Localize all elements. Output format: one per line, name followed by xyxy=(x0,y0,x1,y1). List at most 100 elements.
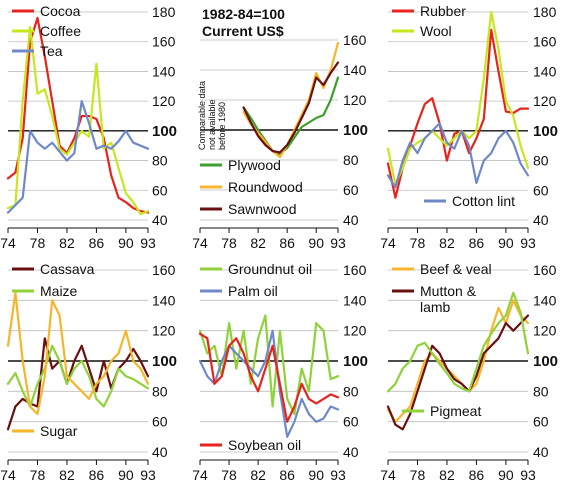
x-tick-label: 86 xyxy=(469,235,485,251)
y-tick-label: 40 xyxy=(343,444,359,460)
legend-label: Groundnut oil xyxy=(228,261,312,277)
y-tick-label: 120 xyxy=(152,93,176,109)
y-tick-label: 80 xyxy=(152,383,168,399)
series-line-maize xyxy=(6,344,150,408)
legend-label: Rubber xyxy=(420,3,466,19)
y-tick-label: 100 xyxy=(343,122,368,139)
y-tick-label: 180 xyxy=(152,4,176,20)
y-tick-label: 60 xyxy=(533,414,549,430)
y-tick-label: 80 xyxy=(343,383,359,399)
legend-label: Sawnwood xyxy=(228,201,297,217)
x-tick-label: 93 xyxy=(330,467,346,483)
base-period-label: 1982-84=100 xyxy=(202,6,285,22)
x-tick-label: 93 xyxy=(520,235,536,251)
note-line-1: Comparable data xyxy=(197,81,207,150)
y-tick-label: 120 xyxy=(533,323,557,339)
panel-meats: 40 60 80 100 120 140 160 74 78 82 86 90 93 Beef & vea… xyxy=(380,261,558,483)
note-line-2: not available xyxy=(207,99,217,150)
x-tick-label: 78 xyxy=(410,235,426,251)
x-tick-label: 93 xyxy=(140,235,156,251)
legend-label: Cocoa xyxy=(40,3,81,19)
y-tick-label: 100 xyxy=(152,353,177,370)
series-line-cotton-lint xyxy=(386,122,530,189)
y-tick-label: 80 xyxy=(533,153,549,169)
legend-label: Mutton & lamb xyxy=(420,283,477,315)
series-line-rubber xyxy=(386,28,530,199)
legend-label-line: Mutton & xyxy=(420,283,477,299)
y-tick-label: 160 xyxy=(152,262,176,278)
y-tick-label: 60 xyxy=(152,414,168,430)
x-tick-label: 78 xyxy=(30,235,46,251)
series-line-sugar xyxy=(6,291,150,416)
x-tick-label: 82 xyxy=(59,467,75,483)
legend-label: Cotton lint xyxy=(452,193,515,209)
x-tick-label: 82 xyxy=(439,467,455,483)
x-tick-label: 78 xyxy=(410,467,426,483)
y-tick-label: 40 xyxy=(152,444,168,460)
legend-label: Pigmeat xyxy=(430,403,481,419)
series-line-beef-veal xyxy=(386,299,530,423)
x-tick-label: 74 xyxy=(0,467,16,483)
series-line-tea xyxy=(6,99,150,214)
legend-label: Palm oil xyxy=(228,283,278,299)
y-tick-label: 140 xyxy=(533,292,557,308)
y-tick-label: 160 xyxy=(343,262,367,278)
series-line-soybean-oil xyxy=(198,332,340,423)
y-tick-label: 160 xyxy=(533,34,557,50)
panel-timber: 40 60 80 100 120 140 160 74 78 82 86 90 93 Plywood Rou… xyxy=(192,32,368,251)
x-tick-label: 86 xyxy=(279,235,295,251)
x-tick-label: 90 xyxy=(118,467,134,483)
y-tick-label: 40 xyxy=(152,212,168,228)
legend-label: Maize xyxy=(40,283,78,299)
units-label: Current US$ xyxy=(202,23,284,39)
y-tick-label: 40 xyxy=(343,212,359,228)
x-tick-label: 93 xyxy=(520,467,536,483)
series-line-plywood xyxy=(242,76,340,156)
legend-label: Sugar xyxy=(40,423,78,439)
y-tick-label: 160 xyxy=(533,262,557,278)
y-tick-label: 40 xyxy=(533,212,549,228)
x-tick-label: 74 xyxy=(380,235,396,251)
y-tick-label: 80 xyxy=(343,152,359,168)
x-tick-label: 78 xyxy=(221,467,237,483)
x-tick-label: 74 xyxy=(0,235,16,251)
y-tick-label: 100 xyxy=(343,353,368,370)
x-tick-label: 78 xyxy=(30,467,46,483)
x-tick-label: 82 xyxy=(250,467,266,483)
y-tick-label: 140 xyxy=(533,63,557,79)
y-tick-label: 160 xyxy=(152,34,176,50)
x-tick-label: 82 xyxy=(250,235,266,251)
series-line-cassava xyxy=(6,337,150,431)
y-tick-label: 120 xyxy=(533,93,557,109)
x-tick-label: 78 xyxy=(221,235,237,251)
y-tick-label: 180 xyxy=(533,4,557,20)
y-tick-label: 60 xyxy=(343,182,359,198)
x-tick-label: 82 xyxy=(439,235,455,251)
legend-label: Roundwood xyxy=(228,179,303,195)
series-line-wool xyxy=(386,10,530,186)
y-tick-label: 80 xyxy=(533,383,549,399)
panel-fibres: 40 60 80 100 120 140 160 180 74 78 82 86 90 93 Rubber W… xyxy=(380,3,558,251)
x-tick-label: 82 xyxy=(59,235,75,251)
y-tick-label: 140 xyxy=(343,62,367,78)
x-tick-label: 90 xyxy=(498,235,514,251)
x-tick-label: 90 xyxy=(308,467,324,483)
x-tick-label: 86 xyxy=(89,467,105,483)
legend-label: Coffee xyxy=(40,23,81,39)
panel-foods: 40 60 80 100 120 140 160 74 78 82 86 90 93 Cassava Mai… xyxy=(0,261,177,483)
y-tick-label: 120 xyxy=(152,323,176,339)
x-tick-label: 93 xyxy=(330,235,346,251)
y-tick-label: 120 xyxy=(343,92,367,108)
x-tick-label: 86 xyxy=(279,467,295,483)
panel-oils: 40 60 80 100 120 140 160 74 78 82 86 90 93 Groundnut … xyxy=(192,261,368,483)
legend-label: Soybean oil xyxy=(228,437,301,453)
y-tick-label: 100 xyxy=(533,353,558,370)
x-tick-label: 93 xyxy=(140,467,156,483)
y-tick-label: 80 xyxy=(152,153,168,169)
panel-beverages: 40 60 80 100 120 140 160 180 74 78 82 86 90 93 Cocoa Co… xyxy=(0,3,177,251)
note-line-3: before 1980 xyxy=(217,102,227,150)
series-line-palm-oil xyxy=(198,329,340,438)
legend-label: Tea xyxy=(40,43,63,59)
y-tick-label: 140 xyxy=(343,292,367,308)
